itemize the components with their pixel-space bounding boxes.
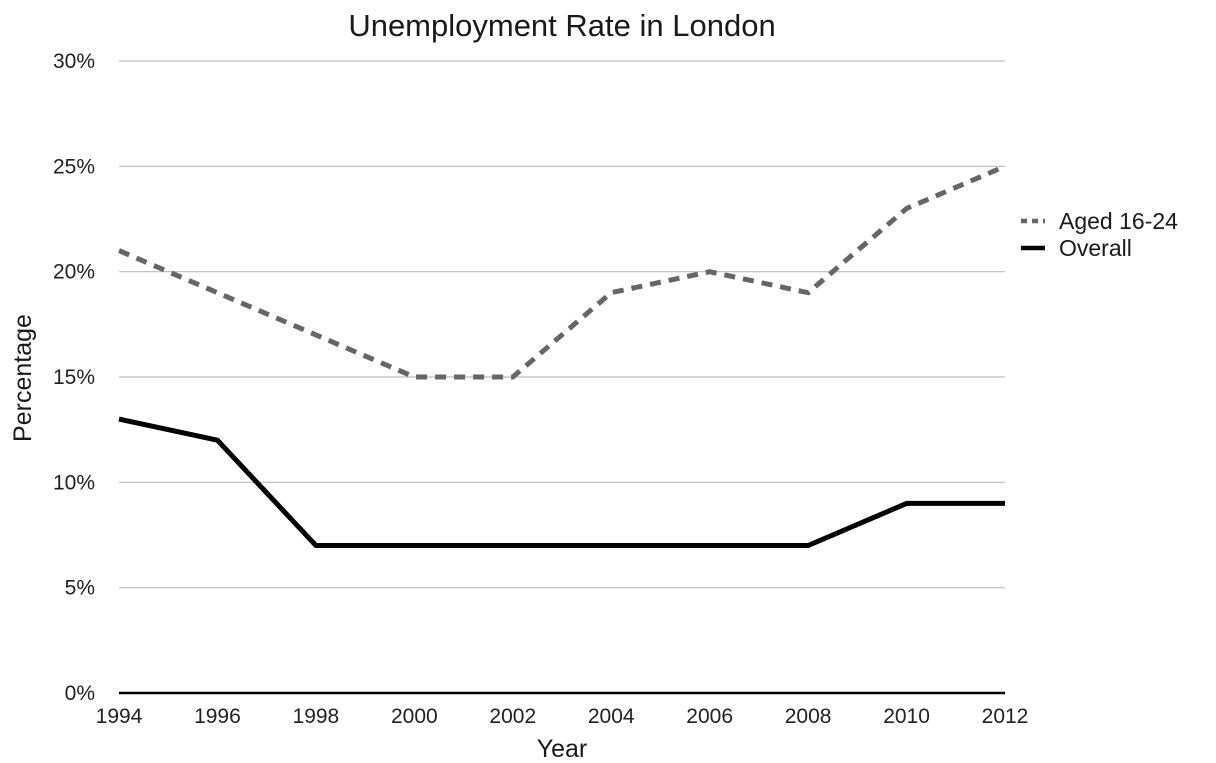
legend-label: Overall [1059,235,1132,261]
y-tick-label: 0% [65,682,95,705]
y-tick-label: 25% [53,155,95,178]
y-tick-label: 5% [65,577,95,600]
y-tick-label: 10% [53,471,95,494]
legend-label: Aged 16-24 [1059,208,1178,234]
x-axis-title: Year [537,735,588,763]
x-axis-tick-labels: 1994 1996 1998 2000 2002 2004 2006 2008 2010 2012 [96,705,1029,728]
series-line-2 [118,416,1005,548]
x-tick-label: 2008 [785,705,832,728]
y-tick-label: 15% [53,366,95,389]
y-axis-tick-labels: 0% 5% 10% 15% 20% 25% 30% [53,50,95,705]
x-tick-label: 2012 [982,705,1029,728]
x-tick-label: 2002 [489,705,536,728]
x-tick-label: 1998 [293,705,340,728]
x-tick-label: 1994 [96,705,143,728]
chart-title: Unemployment Rate in London [348,8,775,43]
x-tick-label: 2000 [391,705,438,728]
x-tick-label: 2010 [883,705,930,728]
y-tick-label: 30% [53,50,95,73]
gridlines [119,60,1005,589]
y-axis-title: Percentage [9,314,37,442]
series-lines [118,164,1006,548]
x-tick-label: 2006 [686,705,733,728]
series-line-1 [118,164,1006,380]
x-tick-label: 2004 [588,705,635,728]
x-tick-label: 1996 [194,705,241,728]
y-tick-label: 20% [53,261,95,284]
